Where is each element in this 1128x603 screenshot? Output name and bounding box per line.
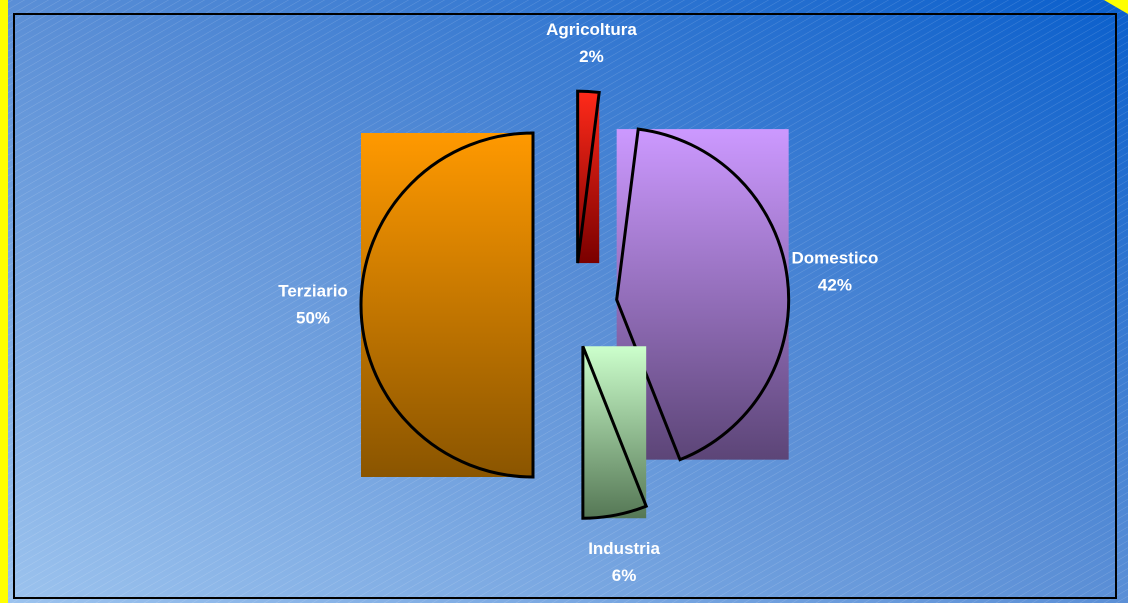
slice-value-label: 42% [818, 276, 852, 295]
pie-slice [576, 89, 601, 264]
left-edge [0, 0, 8, 603]
slice-value-label: 2% [579, 47, 604, 66]
slice-value-label: 6% [612, 566, 637, 585]
plot-frame [13, 13, 1117, 599]
corner [1104, 0, 1128, 14]
pie-slice [359, 131, 535, 479]
pie-slice [615, 127, 791, 462]
slice-label: Industria [588, 539, 660, 558]
slice-label: Agricoltura [546, 20, 637, 39]
pie-slice [581, 345, 649, 520]
slice-label: Domestico [791, 249, 878, 268]
slice-value-label: 50% [296, 308, 330, 327]
slice-label: Terziario [278, 281, 348, 300]
pie: Agricoltura 2% Domestico 42% Industria 6% Terz… [278, 20, 878, 585]
